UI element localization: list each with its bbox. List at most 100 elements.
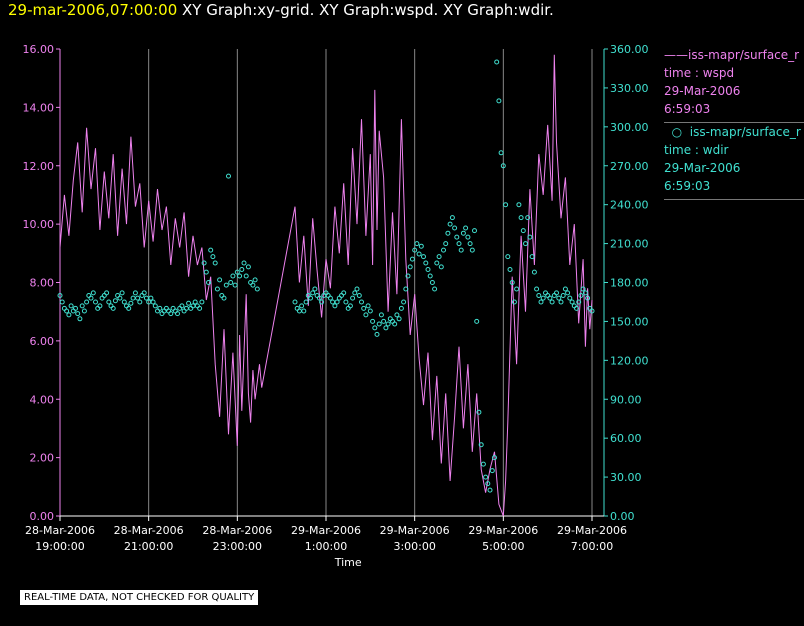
wdir-point [86,293,92,298]
wdir-point [137,299,143,305]
wdir-point [500,163,506,169]
axes [56,48,608,521]
wdir-point [334,299,340,305]
wdir-point [432,286,438,292]
wdir-point [303,299,309,305]
legend-divider-bottom [664,199,804,200]
wdir-point [206,280,211,285]
wdir-point [252,277,258,283]
y-left-tick-label: 14.00 [23,101,55,114]
wdir-point [217,277,223,283]
wdir-point [226,173,231,179]
wdir-point [352,290,358,296]
wdir-point [228,280,234,285]
wdir-point [398,305,404,311]
wdir-point [292,299,298,305]
wdir-point [112,298,118,304]
y-right-tick-label: 60.00 [610,432,642,445]
wdir-point [558,299,564,305]
wdir-point [363,312,369,318]
wdir-point [518,215,524,221]
wdir-point [449,215,455,221]
wdir-point [183,305,189,311]
wdir-point [197,305,203,311]
wdir-point [150,299,156,305]
x-tick-label-time: 21:00:00 [124,540,173,553]
wdir-point [68,303,74,309]
wdir-point [483,474,489,480]
wdir-point [121,299,127,305]
x-tick-label-date: 29-Mar-2006 [557,524,627,537]
wdir-point [556,295,562,301]
wdir-point [75,311,81,317]
x-tick-label-date: 28-Mar-2006 [25,524,95,537]
wdir-point [549,299,555,305]
wdir-point [383,325,389,331]
wdir-point [132,290,138,296]
wdir-point [494,59,500,65]
wdir-point [538,299,544,305]
y-left-tick-label: 8.00 [30,277,55,290]
wdir-point [336,295,342,301]
wdir-point [574,305,579,311]
wdir-point [536,293,542,298]
wdir-point [376,321,382,327]
wdir-point [578,293,584,298]
wdir-point [480,461,486,467]
wdir-point [576,299,582,305]
y-left-tick-label: 16.00 [23,43,55,56]
wdir-point [325,293,331,298]
wdir-point [347,303,353,309]
axis-labels: 0.00 2.00 4.00 6.00 8.00 10.00 12.00 14.00 16.00… [23,43,649,569]
wdir-point [219,293,225,298]
y-right-tick-label: 240.00 [610,199,649,212]
wdir-point [250,282,256,288]
wdir-point [88,295,94,301]
wdir-point [407,264,413,270]
y-right-tick-label: 90.00 [610,393,642,406]
x-tick-label-date: 28-Mar-2006 [202,524,272,537]
wdir-point [327,295,333,301]
wdir-point [128,300,134,306]
wdir-point [463,225,469,231]
wdir-point [511,299,517,305]
wdir-point [531,269,537,275]
wdir-point [589,308,595,314]
wdir-point [330,299,336,305]
wdir-point [390,318,395,324]
x-axis-label: Time [334,556,362,569]
wdir-point [254,286,260,292]
chart-title: 29-mar-2006,07:00:00 XY Graph:xy-grid. X… [8,1,554,19]
wdir-point [361,305,367,311]
wdir-point [370,318,376,324]
wdir-point [234,269,240,275]
wdir-point [392,321,398,327]
legend-series-wspd-field: time : wspd [664,66,735,80]
wdir-point [443,241,449,247]
wdir-point [93,299,98,305]
wdir-point [192,299,198,305]
x-tick-label-time: 23:00:00 [213,540,262,553]
y-left-tick-label: 6.00 [30,335,55,348]
wdir-point [66,312,72,318]
legend: ——iss-mapr/surface_r time : wspd 29-Mar-… [664,46,804,200]
wdir-point [505,254,511,260]
wdir-point [186,300,192,306]
wdir-point [81,308,87,314]
wdir-point [141,290,147,296]
wdir-point [237,273,243,279]
wdir-point [339,293,344,298]
wdir-point [396,316,402,322]
wdir-point [312,286,318,292]
wdir-point [104,290,110,296]
wdir-point [585,295,591,301]
wdir-point [170,305,176,311]
wdir-point [97,303,103,309]
legend-series-wspd-date: 29-Mar-2006 [664,84,741,98]
wdir-point [319,299,325,305]
wdir-point [458,247,464,253]
y-right-tick-label: 270.00 [610,160,649,173]
wdir-point [110,305,116,311]
x-tick-label-time: 5:00:00 [482,540,524,553]
wdir-point [534,286,540,292]
